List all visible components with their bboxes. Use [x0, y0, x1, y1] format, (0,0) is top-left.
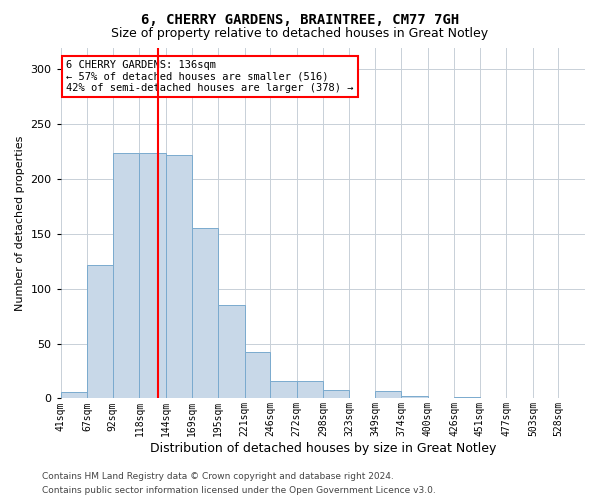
Bar [297, 381, 323, 398]
Text: Size of property relative to detached houses in Great Notley: Size of property relative to detached ho… [112, 28, 488, 40]
Text: 6, CHERRY GARDENS, BRAINTREE, CM77 7GH: 6, CHERRY GARDENS, BRAINTREE, CM77 7GH [141, 12, 459, 26]
Bar [113, 153, 139, 398]
Bar [245, 352, 270, 399]
Bar [191, 228, 218, 398]
Bar [166, 155, 191, 398]
Text: Contains public sector information licensed under the Open Government Licence v3: Contains public sector information licen… [42, 486, 436, 495]
Bar [61, 392, 87, 398]
Y-axis label: Number of detached properties: Number of detached properties [15, 136, 25, 310]
X-axis label: Distribution of detached houses by size in Great Notley: Distribution of detached houses by size … [149, 442, 496, 455]
Bar [218, 305, 245, 398]
Bar [323, 390, 349, 398]
Text: 6 CHERRY GARDENS: 136sqm
← 57% of detached houses are smaller (516)
42% of semi-: 6 CHERRY GARDENS: 136sqm ← 57% of detach… [66, 60, 353, 93]
Bar [87, 264, 113, 398]
Bar [376, 390, 401, 398]
Text: Contains HM Land Registry data © Crown copyright and database right 2024.: Contains HM Land Registry data © Crown c… [42, 472, 394, 481]
Bar [401, 396, 428, 398]
Bar [139, 153, 166, 398]
Bar [270, 381, 297, 398]
